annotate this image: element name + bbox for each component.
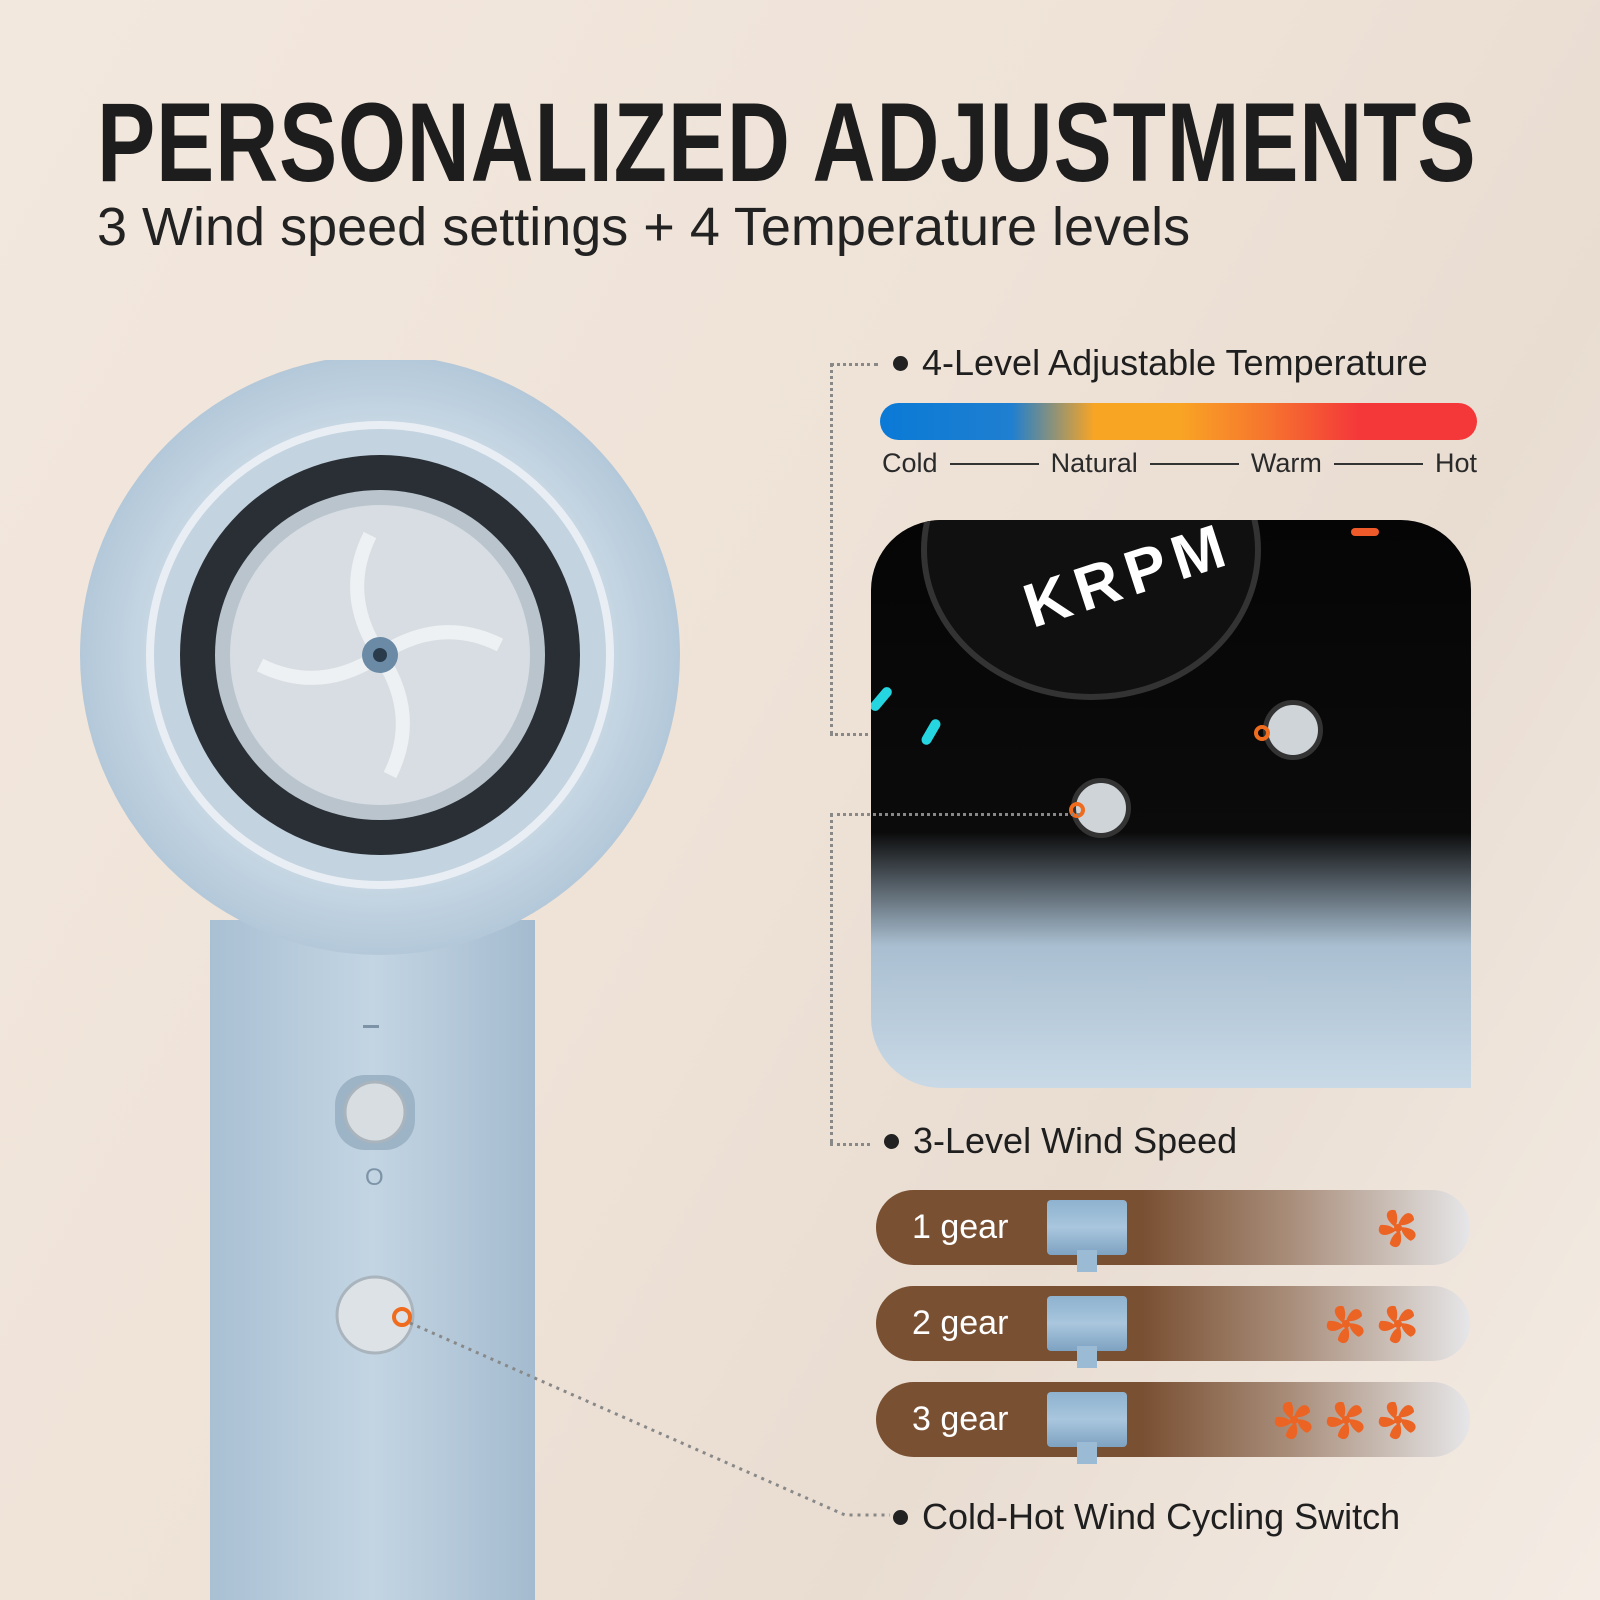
temperature-button [1263, 700, 1323, 760]
gear-label: 3 gear [912, 1400, 1009, 1438]
dryer-icon [1047, 1296, 1127, 1368]
switch-callout-line [392, 1307, 890, 1517]
gear-label: 2 gear [912, 1304, 1009, 1342]
fan-icon [1274, 1401, 1312, 1439]
hair-dryer-image: O [80, 360, 680, 1600]
gear-row-2: 2 gear [876, 1286, 1470, 1368]
control-panel-closeup: KRPM [871, 520, 1471, 1088]
fan-icon [1378, 1305, 1416, 1343]
level-warm: Warm [1250, 448, 1322, 478]
fan-icon [1378, 1401, 1416, 1439]
fan-icon [1378, 1209, 1416, 1247]
gear-row-3: 3 gear [876, 1382, 1470, 1464]
svg-text:O: O [365, 1164, 384, 1191]
dryer-icon [1047, 1200, 1127, 1272]
temperature-gradient-bar [880, 403, 1477, 440]
temperature-label: 4-Level Adjustable Temperature [893, 342, 1428, 384]
gear-row-1: 1 gear [876, 1190, 1470, 1272]
page-subtitle: 3 Wind speed settings + 4 Temperature le… [97, 197, 1191, 257]
dryer-icon [1047, 1392, 1127, 1464]
wind-speed-label: 3-Level Wind Speed [884, 1120, 1237, 1162]
gear-label: 1 gear [912, 1208, 1009, 1246]
level-cold: Cold [882, 448, 938, 478]
page-title: PERSONALIZED ADJUSTMENTS [97, 80, 1477, 205]
level-hot: Hot [1434, 448, 1478, 478]
fan-icon [1326, 1305, 1364, 1343]
fan-icon [1326, 1401, 1364, 1439]
temperature-levels: Cold Natural Warm Hot [882, 448, 1477, 479]
level-natural: Natural [1050, 448, 1138, 478]
switch-label: Cold-Hot Wind Cycling Switch [893, 1496, 1400, 1538]
